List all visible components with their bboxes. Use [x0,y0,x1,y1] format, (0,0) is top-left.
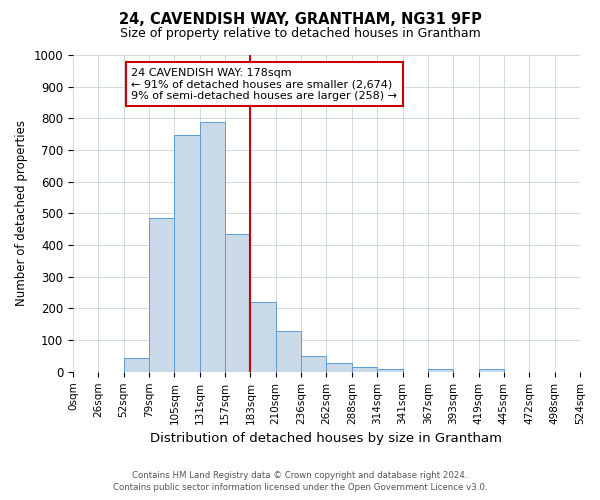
Bar [250,302,276,372]
Bar [428,370,453,372]
Text: 24, CAVENDISH WAY, GRANTHAM, NG31 9FP: 24, CAVENDISH WAY, GRANTHAM, NG31 9FP [119,12,481,28]
Bar [301,356,326,372]
Y-axis label: Number of detached properties: Number of detached properties [15,120,28,306]
Bar [377,368,403,372]
Bar [276,330,301,372]
Bar [175,136,200,372]
Bar [200,122,225,372]
Bar [225,234,250,372]
Bar [326,363,352,372]
Bar [352,368,377,372]
Text: 24 CAVENDISH WAY: 178sqm
← 91% of detached houses are smaller (2,674)
9% of semi: 24 CAVENDISH WAY: 178sqm ← 91% of detach… [131,68,397,101]
Text: Contains HM Land Registry data © Crown copyright and database right 2024.
Contai: Contains HM Land Registry data © Crown c… [113,471,487,492]
Bar [149,218,175,372]
Bar [479,370,504,372]
X-axis label: Distribution of detached houses by size in Grantham: Distribution of detached houses by size … [151,432,502,445]
Text: Size of property relative to detached houses in Grantham: Size of property relative to detached ho… [119,28,481,40]
Bar [124,358,149,372]
